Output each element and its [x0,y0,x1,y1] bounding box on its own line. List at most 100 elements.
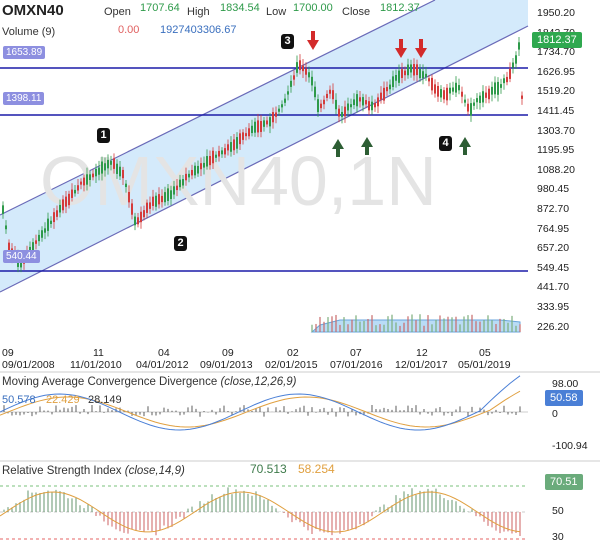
high-label: High [187,6,210,18]
candle-body [68,193,70,206]
candle-body [371,101,373,111]
panel-separators [0,371,600,462]
candle-body [182,179,184,186]
candle-body [149,202,151,209]
price-axis-label: 333.95 [537,301,570,313]
candle-body [158,194,160,205]
candle-body [278,108,280,112]
candle-body [437,85,439,97]
candle-body [365,100,367,105]
sell-arrow-stem [311,31,315,40]
candle-body [53,212,55,223]
candle-body [440,89,442,98]
signal-arrows [307,31,471,157]
candle-body [260,121,262,132]
candle-body [218,150,220,157]
candle-body [335,99,337,110]
candle-body [83,177,85,186]
rsi-axis-50: 50 [552,505,564,517]
candle-body [56,210,58,217]
candle-body [173,186,175,195]
candle-body [215,154,217,158]
candle-body [32,242,34,252]
rsi-signal-line [0,491,521,533]
buy-arrow-stem [463,147,467,155]
time-axis-date: 04/01/2012 [136,359,189,371]
time-axis-month: 05 [479,347,491,359]
candle-body [425,73,427,78]
high-value: 1834.54 [220,2,260,14]
candle-body [317,99,319,113]
rsi-title-text: Relative Strength Index [2,465,122,477]
candle-body [65,196,67,207]
candle-body [257,120,259,133]
candle-body [95,168,97,177]
macd-signal-value: 22.429 [46,394,80,406]
volume-label: Volume (9) [2,26,56,38]
time-axis-date: 11/01/2010 [70,359,122,371]
candle-body [185,173,187,181]
candle-body [347,103,349,111]
candle-body [89,174,91,181]
candle-body [236,137,238,149]
candle-body [449,87,451,94]
candle-body [359,97,361,102]
time-axis-month: 02 [287,347,299,359]
candle-body [488,88,490,100]
channel-lower-line [0,25,529,293]
volume-value-1: 0.00 [118,24,140,36]
time-axis-month: 07 [350,347,362,359]
candle-body [80,181,82,185]
candle-body [170,190,172,199]
upper-level-tag: 1653.89 [3,46,46,59]
price-axis-label: 441.70 [537,281,570,294]
volume-area [310,314,521,333]
candle-body [368,101,370,111]
rsi-params: (close,14,9) [124,465,185,477]
candle-body [446,87,448,101]
candle-body [203,162,205,168]
candle-body [191,169,193,176]
candle-body [221,150,223,155]
candle-body [326,93,328,98]
candle-body [8,242,10,254]
candle-body [161,195,163,203]
candle-body [62,199,64,211]
price-axis-label: 1950.20 [537,7,575,19]
macd-axis-zero: 0 [552,408,558,420]
candle-body [500,84,502,88]
marker-3: 3 [281,34,294,49]
candle-body [245,133,247,137]
candle-body [71,189,73,198]
rsi-panel [0,485,528,540]
candle-body [266,120,268,125]
price-axis-label: 549.45 [537,261,570,274]
rsi-title: Relative Strength Index (close,14,9) [2,465,185,477]
price-axis-label: 657.20 [537,242,570,255]
candle-body [128,191,130,203]
candle-body [179,179,181,188]
candle-body [113,158,115,169]
support-resistance-lines [0,67,528,272]
candle-body [263,120,265,127]
candle-body [473,102,475,106]
macd-title: Moving Average Convergence Divergence (c… [2,376,297,388]
candle-body [107,159,109,169]
open-label: Open [104,6,131,18]
candle-body [323,99,325,105]
candle-body [497,81,499,95]
candle-body [332,90,334,100]
buy-arrow [361,137,373,147]
candle-body [401,69,403,78]
marker-2: 2 [174,236,187,251]
channel-upper-line [0,0,436,216]
candle-body [200,163,202,170]
candle-body [452,87,454,92]
macd-title-text: Moving Average Convergence Divergence [2,376,218,388]
watermark-text: OMXN40,1N [40,142,437,220]
candle-body [353,99,355,106]
time-axis-month: 11 [93,347,104,359]
time-axis-month: 04 [158,347,170,359]
candle-body [410,64,412,73]
sell-arrow-stem [399,39,403,48]
